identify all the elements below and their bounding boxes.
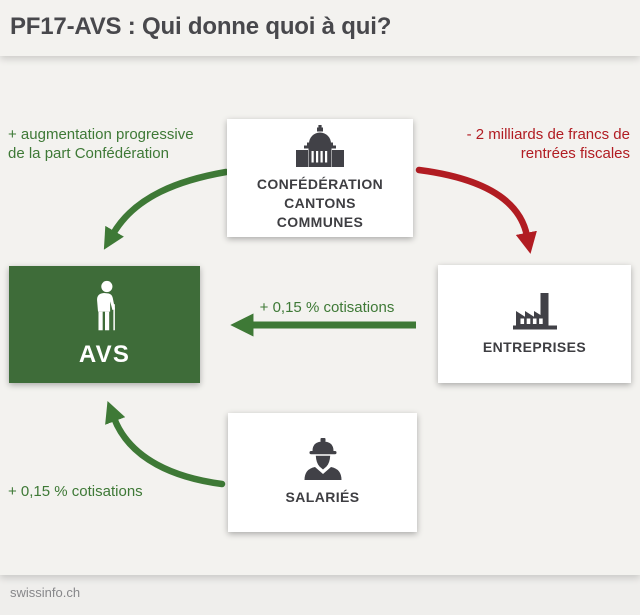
- page-title: PF17-AVS : Qui donne quoi à qui?: [10, 13, 392, 40]
- worker-icon: [304, 438, 341, 480]
- flow-label-line: de la part Confédération: [8, 144, 169, 162]
- flow-label-salaries-to-avs: + 0,15 % cotisations: [8, 483, 143, 500]
- source-credit: swissinfo.ch: [10, 585, 81, 600]
- parliament-icon: [296, 124, 344, 167]
- node-label: AVS: [78, 341, 131, 368]
- node-label-line: CANTONS: [284, 194, 356, 211]
- flow-label-confederation-to-entreprises: - 2 milliards de francs de rentrées fisc…: [420, 126, 630, 163]
- flow-label-confederation-to-avs: + augmentation progressive de la part Co…: [8, 126, 223, 163]
- arrow-salaries-to-avs: [105, 400, 226, 488]
- retiree-icon: [96, 280, 115, 331]
- flow-label-entreprises-to-avs: + 0,15 % cotisations: [259, 299, 395, 316]
- node-label-line: COMMUNES: [276, 213, 364, 230]
- arrow-confederation-to-avs: [103, 168, 230, 250]
- header-band: PF17-AVS : Qui donne quoi à qui?: [0, 0, 640, 56]
- node-salaries: SALARIÉS: [228, 413, 417, 532]
- flow-label-line: - 2 milliards de francs de: [466, 126, 630, 143]
- node-label: ENTREPRISES: [482, 338, 587, 355]
- node-label: SALARIÉS: [285, 489, 360, 505]
- node-confederation: CONFÉDÉRATION CANTONS COMMUNES: [227, 119, 413, 237]
- node-entreprises: ENTREPRISES: [438, 265, 631, 383]
- flow-label-line: + augmentation progressive: [8, 126, 194, 143]
- flow-label-line: rentrées fiscales: [520, 144, 630, 162]
- node-label-line: CONFÉDÉRATION: [256, 175, 384, 192]
- diagram-area: + augmentation progressive de la part Co…: [0, 56, 640, 575]
- node-avs: AVS: [9, 266, 200, 383]
- arrow-confederation-to-entreprises: [415, 166, 537, 254]
- factory-icon: [512, 292, 557, 329]
